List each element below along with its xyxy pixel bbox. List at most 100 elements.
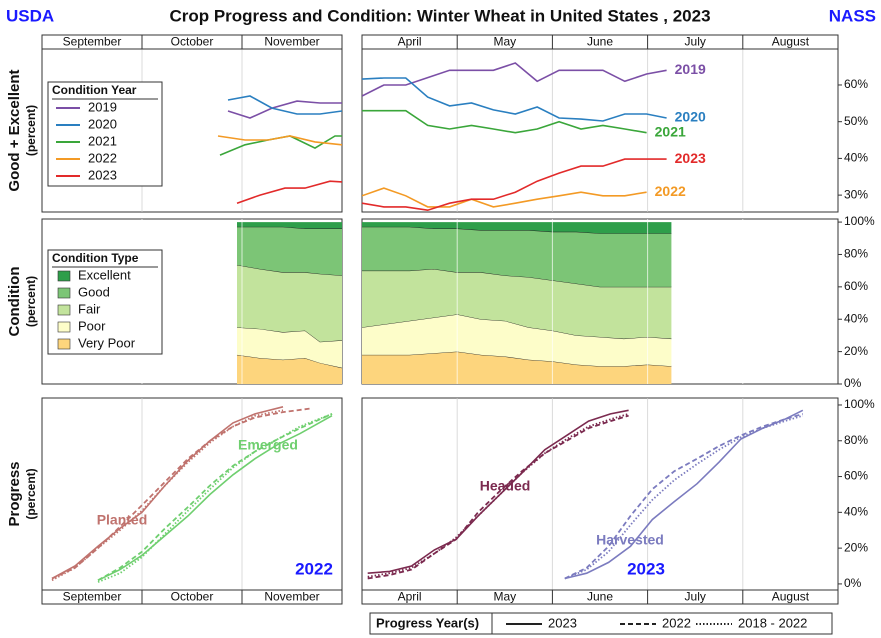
month-band	[361, 589, 839, 605]
end-label: 2020	[675, 109, 706, 125]
legend-swatch	[57, 338, 71, 350]
y-tick-label: 50%	[844, 114, 868, 128]
legend-title: Condition Type	[52, 251, 139, 265]
progress-legend-label: 2023	[548, 615, 577, 630]
month-label: July	[685, 590, 706, 604]
area-edge	[362, 351, 672, 367]
y-axis-title: Progress	[6, 461, 23, 526]
condition-line	[362, 109, 647, 134]
end-label: 2021	[655, 123, 686, 139]
progress-line	[51, 407, 311, 580]
progress-line	[564, 414, 804, 580]
month-label: September	[63, 35, 122, 49]
area-segment	[362, 269, 672, 339]
y-axis-title: Good + Excellent	[6, 69, 23, 191]
progress-line	[51, 409, 284, 582]
condition-line	[236, 180, 342, 204]
area-segment	[237, 222, 342, 229]
y-axis-title: Condition	[6, 267, 23, 337]
area-segment	[237, 226, 342, 276]
progress-line	[564, 413, 804, 580]
year-label: 2022	[295, 559, 333, 578]
legend-label: Very Poor	[78, 335, 136, 350]
progress-line	[367, 414, 629, 580]
month-label: August	[772, 590, 810, 604]
legend-title: Condition Year	[52, 83, 137, 97]
progress-line	[97, 413, 333, 583]
month-label: June	[587, 35, 613, 49]
area-segment	[237, 327, 342, 368]
end-label: 2019	[675, 61, 706, 77]
plot-area	[362, 219, 744, 384]
legend-label: 2019	[88, 99, 117, 114]
plot-area	[362, 49, 744, 212]
month-label: August	[772, 35, 810, 49]
area-segment	[237, 264, 342, 342]
series-label: Headed	[480, 478, 531, 494]
legend-swatch	[57, 304, 71, 316]
progress-legend-box	[369, 612, 833, 635]
month-label: April	[398, 35, 422, 49]
legend-swatch	[57, 321, 71, 333]
legend-label: Excellent	[78, 267, 131, 282]
area-segment	[362, 314, 672, 367]
legend-swatch	[57, 270, 71, 282]
month-label: November	[264, 35, 319, 49]
area-segment	[237, 354, 342, 384]
panel	[41, 397, 343, 591]
y-axis-subtitle: (percent)	[24, 276, 38, 327]
area-segment	[362, 351, 672, 384]
series-label: Harvested	[596, 532, 664, 548]
month-label: May	[493, 35, 516, 49]
month-label: April	[398, 590, 422, 604]
month-band	[361, 34, 839, 50]
month-label: October	[171, 590, 214, 604]
month-band	[41, 34, 343, 50]
plot-area	[367, 398, 804, 590]
y-tick-label: 60%	[844, 77, 868, 91]
panel	[361, 48, 839, 213]
legend-label: Good	[78, 284, 110, 299]
progress-legend-label: 2018 - 2022	[738, 615, 807, 630]
legend-label: 2023	[88, 167, 117, 182]
month-label: November	[264, 590, 319, 604]
y-tick-label: 80%	[844, 433, 868, 447]
legend-label: 2021	[88, 133, 117, 148]
legend-label: 2022	[88, 150, 117, 165]
progress-legend-title: Progress Year(s)	[376, 615, 479, 630]
series-label: Planted	[97, 512, 148, 528]
y-axis-subtitle: (percent)	[24, 468, 38, 519]
y-tick-label: 40%	[844, 505, 868, 519]
month-label: May	[493, 590, 516, 604]
month-label: July	[685, 35, 706, 49]
y-axis-subtitle: (percent)	[24, 105, 38, 156]
chart-title: Crop Progress and Condition: Winter Whea…	[169, 6, 710, 25]
legend-label: 2020	[88, 116, 117, 131]
series-label: Emerged	[238, 437, 298, 453]
legend-label: Poor	[78, 318, 106, 333]
condition-line	[362, 158, 667, 212]
nass-label: NASS	[829, 6, 876, 25]
y-tick-label: 80%	[844, 247, 868, 261]
progress-line	[97, 415, 333, 582]
y-tick-label: 20%	[844, 344, 868, 358]
year-label: 2023	[627, 559, 665, 578]
condition-line	[362, 62, 667, 97]
progress-legend-label: 2022	[662, 615, 691, 630]
area-segment	[362, 226, 672, 287]
y-tick-label: 40%	[844, 151, 868, 165]
legend-label: Fair	[78, 301, 101, 316]
usda-label: USDA	[6, 6, 54, 25]
y-tick-label: 100%	[844, 397, 875, 411]
y-tick-label: 60%	[844, 279, 868, 293]
end-label: 2023	[675, 150, 706, 166]
y-tick-label: 0%	[844, 576, 862, 590]
y-tick-label: 60%	[844, 469, 868, 483]
month-label: September	[63, 590, 122, 604]
condition-line	[362, 77, 667, 122]
y-tick-label: 20%	[844, 540, 868, 554]
condition-line	[227, 95, 342, 115]
y-tick-label: 100%	[844, 214, 875, 228]
plot-area	[141, 219, 342, 384]
